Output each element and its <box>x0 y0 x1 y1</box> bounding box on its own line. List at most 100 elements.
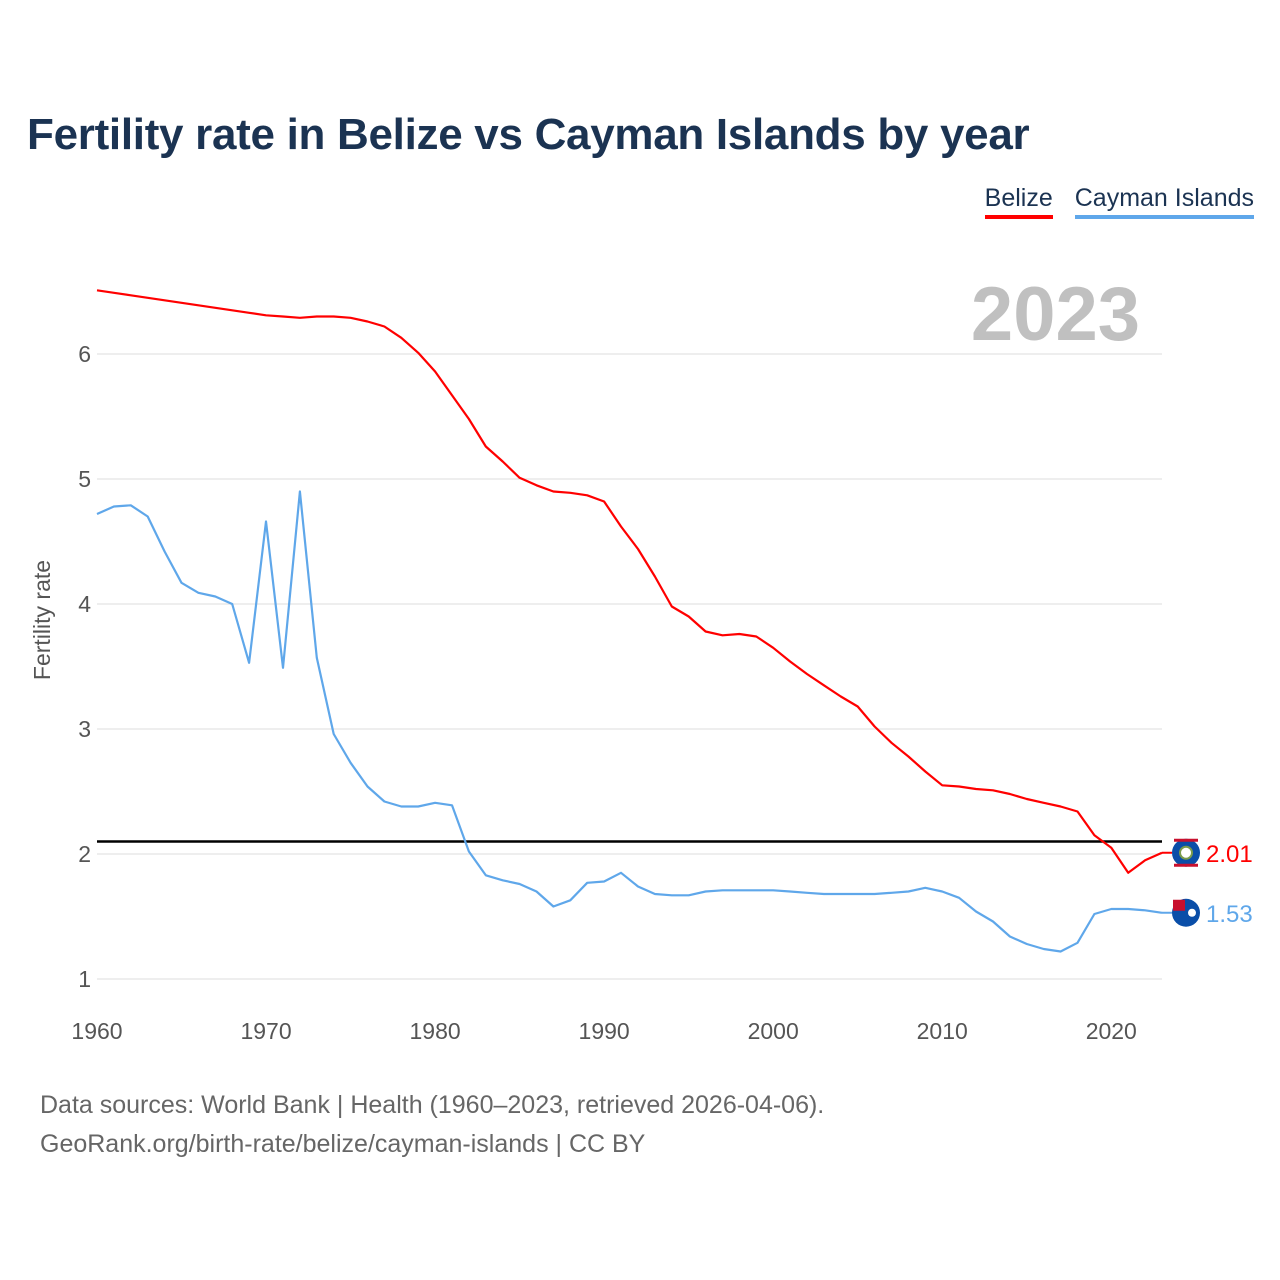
data-point-cayman-islands <box>229 601 235 607</box>
data-point-cayman-islands <box>635 884 641 890</box>
data-point-cayman-islands <box>195 590 201 596</box>
data-point-belize <box>280 314 286 320</box>
data-point-cayman-islands <box>280 665 286 671</box>
series-line-cayman-islands <box>96 490 1163 953</box>
data-point-belize <box>331 314 337 320</box>
data-point-belize <box>364 319 370 325</box>
data-point-belize <box>652 574 658 580</box>
data-point-cayman-islands <box>1007 934 1013 940</box>
data-point-belize <box>753 634 759 640</box>
x-tick-label: 2000 <box>748 1018 799 1044</box>
data-point-cayman-islands <box>652 891 658 897</box>
data-point-cayman-islands <box>872 891 878 897</box>
data-point-cayman-islands <box>534 889 540 895</box>
data-point-cayman-islands <box>905 889 911 895</box>
flag-canton <box>1173 899 1185 911</box>
data-point-cayman-islands <box>618 870 624 876</box>
data-point-belize <box>1142 857 1148 863</box>
data-point-cayman-islands <box>94 511 100 517</box>
flag-emblem <box>1188 908 1196 917</box>
data-point-cayman-islands <box>179 580 185 586</box>
data-point-belize <box>736 631 742 637</box>
data-point-belize <box>567 490 573 496</box>
data-source-text: Data sources: World Bank | Health (1960–… <box>40 1091 825 1119</box>
data-point-cayman-islands <box>855 891 861 897</box>
data-point-cayman-islands <box>314 655 320 661</box>
data-point-cayman-islands <box>398 804 404 810</box>
data-point-belize <box>956 784 962 790</box>
data-point-belize <box>111 290 117 296</box>
data-point-cayman-islands <box>601 879 607 885</box>
legend-item-belize[interactable]: Belize <box>984 184 1053 219</box>
data-point-belize <box>246 310 252 316</box>
data-point-cayman-islands <box>990 919 996 925</box>
y-tick-label: 6 <box>78 341 91 367</box>
data-point-belize <box>1007 791 1013 797</box>
data-point-cayman-islands <box>246 660 252 666</box>
end-value-label-belize: 2.01 <box>1206 841 1253 868</box>
data-point-belize <box>128 292 134 298</box>
data-point-belize <box>838 694 844 700</box>
data-point-cayman-islands <box>584 880 590 886</box>
data-point-belize <box>703 629 709 635</box>
data-point-cayman-islands <box>432 800 438 806</box>
legend: Belize Cayman Islands <box>984 184 1254 219</box>
data-point-cayman-islands <box>787 889 793 895</box>
x-tick-label: 2020 <box>1086 1018 1137 1044</box>
data-point-belize <box>534 482 540 488</box>
data-point-cayman-islands <box>111 504 117 510</box>
data-point-belize <box>466 416 472 422</box>
legend-item-cayman-islands[interactable]: Cayman Islands <box>1074 184 1254 219</box>
y-tick-label: 2 <box>78 841 91 867</box>
data-point-belize <box>415 350 421 356</box>
data-point-belize <box>719 632 725 638</box>
data-point-belize <box>1024 796 1030 802</box>
data-point-cayman-islands <box>1091 911 1097 917</box>
data-point-belize <box>1058 804 1064 810</box>
data-point-belize <box>872 724 878 730</box>
current-year-label: 2023 <box>971 272 1140 357</box>
data-point-cayman-islands <box>348 760 354 766</box>
data-point-belize <box>517 475 523 481</box>
x-tick-label: 2010 <box>917 1018 968 1044</box>
data-point-cayman-islands <box>1024 941 1030 947</box>
attribution-link[interactable]: GeoRank.org/birth-rate/belize/cayman-isl… <box>40 1130 646 1158</box>
data-point-belize <box>449 392 455 398</box>
data-point-cayman-islands <box>770 887 776 893</box>
data-point-cayman-islands <box>1058 949 1064 955</box>
data-point-belize <box>432 369 438 375</box>
flag-emblem <box>1179 845 1193 860</box>
data-point-belize <box>1108 845 1114 851</box>
data-point-belize <box>804 671 810 677</box>
data-point-cayman-islands <box>567 897 573 903</box>
data-point-cayman-islands <box>381 799 387 805</box>
data-point-cayman-islands <box>297 489 303 495</box>
data-point-cayman-islands <box>719 887 725 893</box>
flag-stripe <box>1174 838 1198 842</box>
end-value-label-cayman-islands: 1.53 <box>1206 901 1253 928</box>
data-point-belize <box>1125 870 1131 876</box>
data-point-cayman-islands <box>500 877 506 883</box>
data-point-belize <box>922 769 928 775</box>
x-tick-label: 1970 <box>240 1018 291 1044</box>
data-point-cayman-islands <box>263 519 269 525</box>
data-point-cayman-islands <box>1125 906 1131 912</box>
data-point-cayman-islands <box>1041 946 1047 952</box>
data-point-cayman-islands <box>973 909 979 915</box>
data-point-belize <box>939 782 945 788</box>
data-point-cayman-islands <box>1108 906 1114 912</box>
data-point-cayman-islands <box>821 891 827 897</box>
data-point-belize <box>348 315 354 321</box>
data-point-cayman-islands <box>703 889 709 895</box>
data-point-belize <box>145 295 151 301</box>
data-point-cayman-islands <box>145 514 151 520</box>
data-point-cayman-islands <box>517 881 523 887</box>
data-point-cayman-islands <box>956 895 962 901</box>
data-point-cayman-islands <box>838 891 844 897</box>
data-point-cayman-islands <box>804 890 810 896</box>
data-point-belize <box>162 297 168 303</box>
data-point-belize <box>1091 832 1097 838</box>
data-point-cayman-islands <box>364 784 370 790</box>
data-point-cayman-islands <box>1142 907 1148 913</box>
